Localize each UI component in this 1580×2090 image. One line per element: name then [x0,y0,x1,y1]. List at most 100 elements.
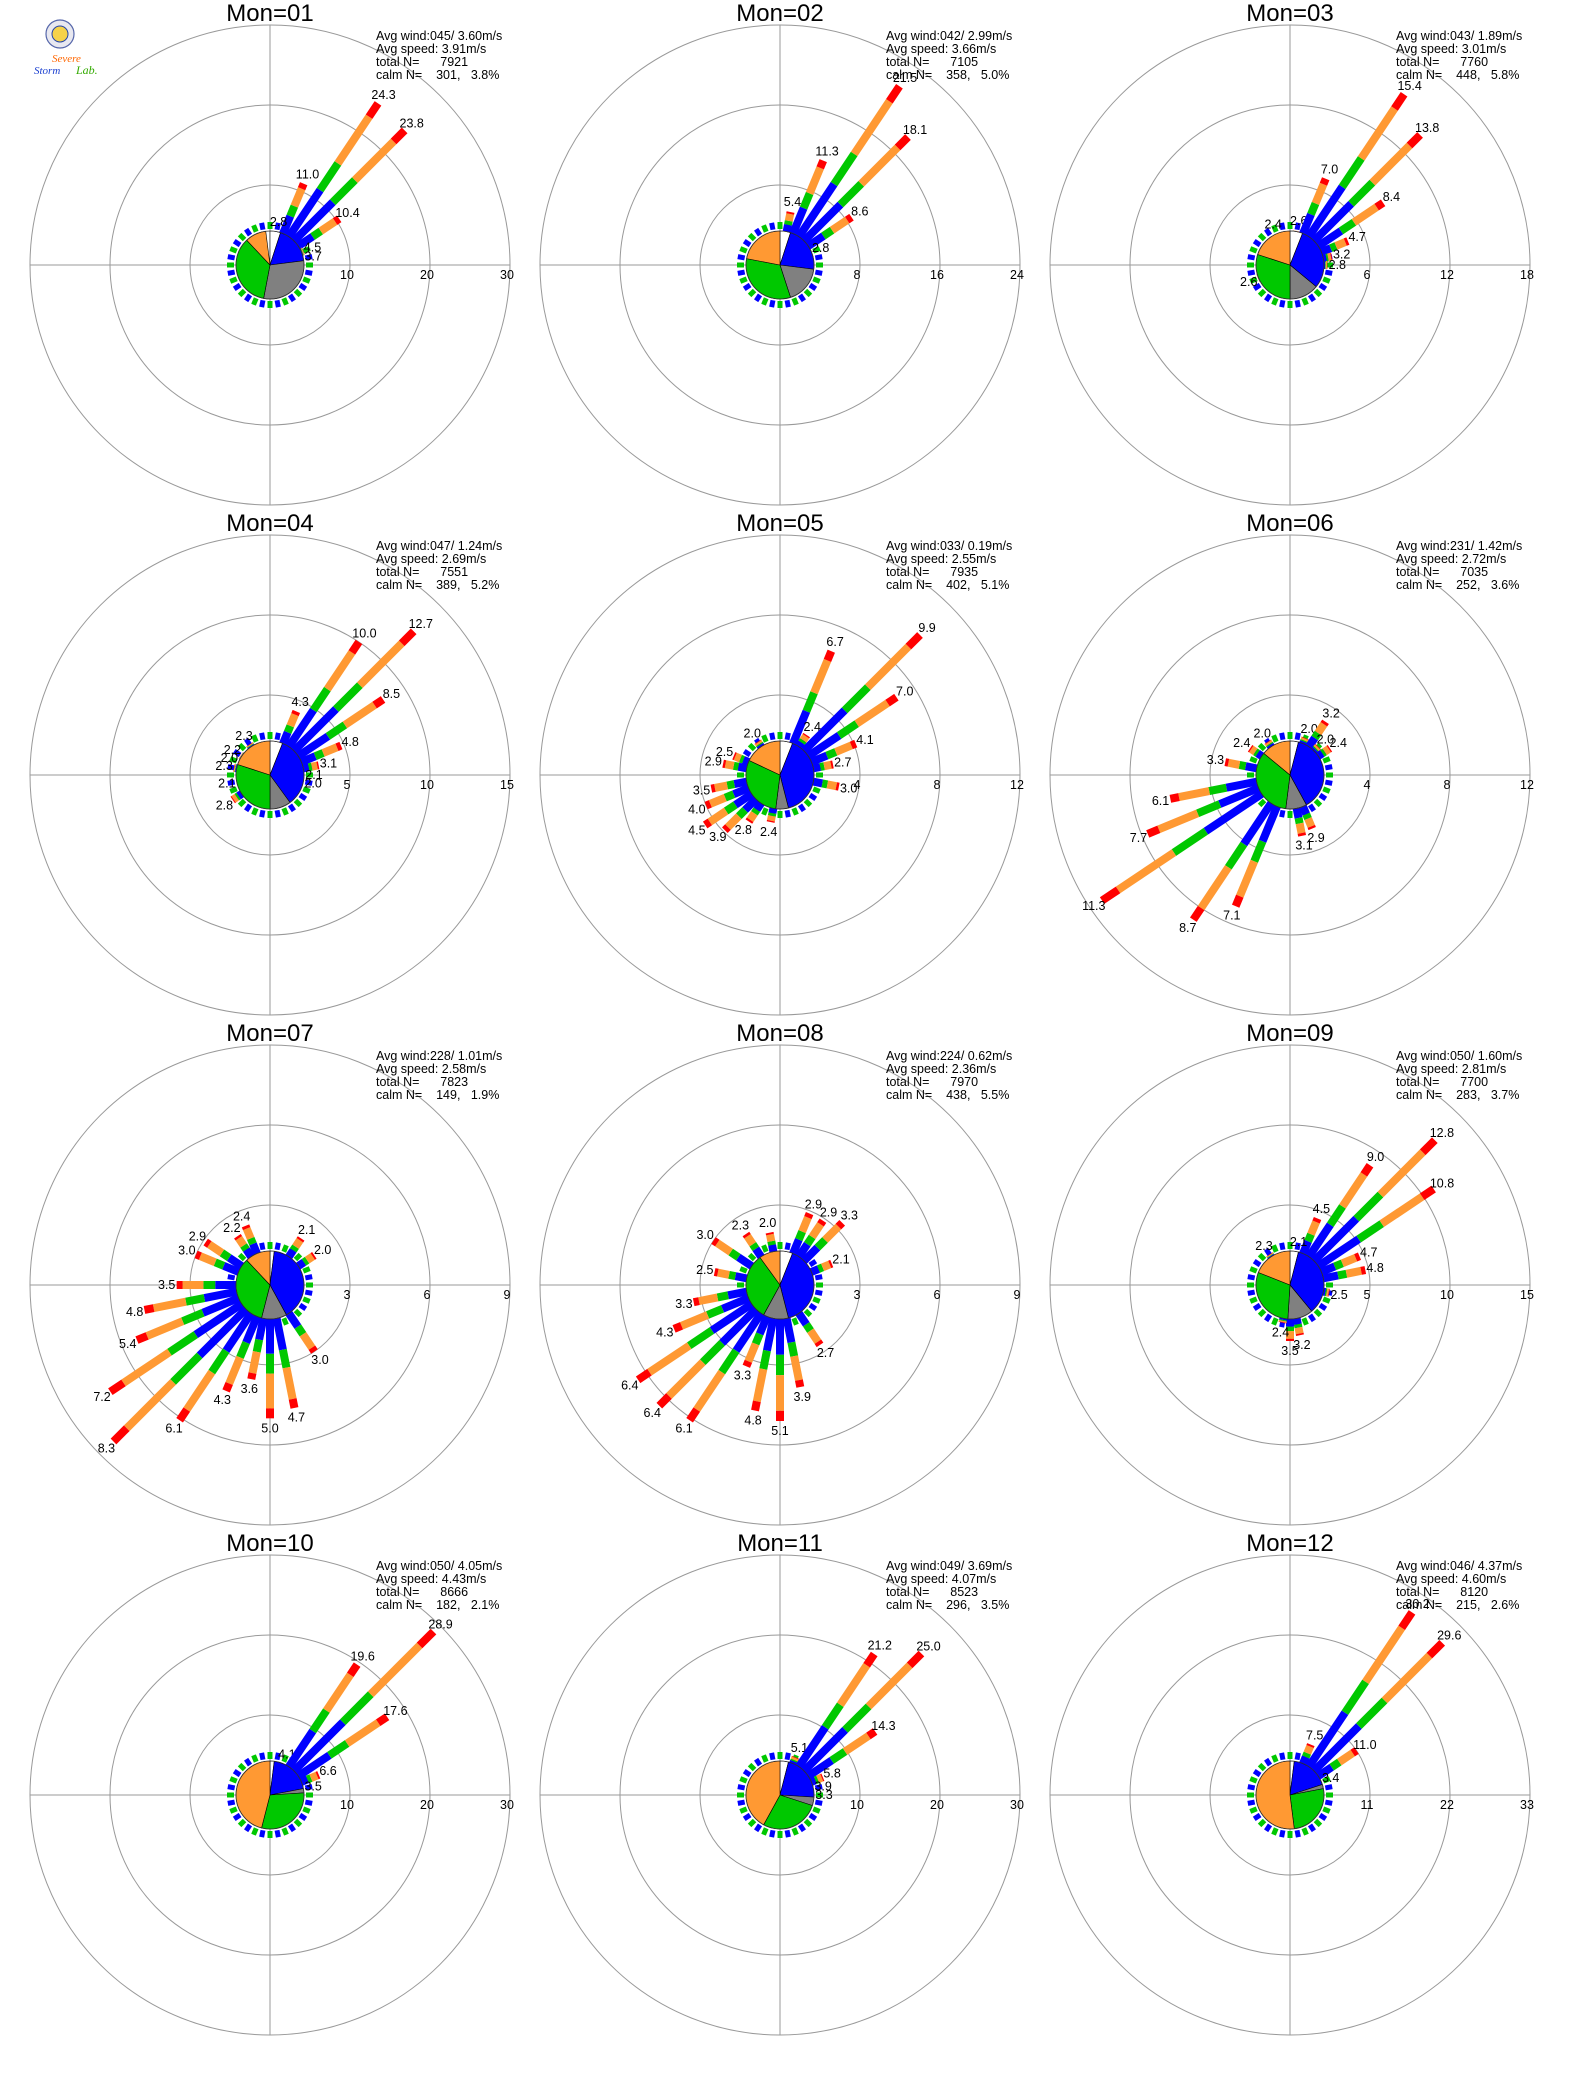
petal-label: 2.1 [298,1223,315,1237]
petal-segment [203,1287,238,1302]
ring-label: 15 [1520,1288,1534,1302]
petal-segment [297,182,308,191]
petal-segment [784,220,793,226]
panel-title: Mon=10 [226,1530,314,1557]
petal-label: 2.3 [732,1219,749,1233]
petal-label: 9.0 [1367,1150,1384,1164]
petal-segment [1305,1222,1334,1259]
petal-label: 21.2 [868,1639,892,1653]
petal-segment [375,1713,390,1727]
minor-petal [1324,1784,1333,1791]
petal-segment [801,1244,821,1264]
petal-segment [699,1340,725,1366]
minor-petal [1324,1799,1333,1806]
minor-petal [737,254,746,261]
petal-segment [725,813,742,830]
petal-segment [236,1340,250,1359]
minor-petal [803,288,813,298]
petal-label: 11.3 [1082,899,1105,913]
petal-segment [823,649,835,662]
petal-segment [752,1246,765,1259]
minor-petal [1257,1252,1267,1262]
petal-segment [203,1238,212,1248]
minor-petal [293,288,303,298]
petal-segment [714,781,729,792]
minor-petal [1313,1818,1323,1828]
petal-segment [894,134,911,151]
minor-petal [232,749,242,758]
petal-segment [296,1236,305,1243]
petal-label: 2.4 [760,825,777,839]
minor-petal [814,269,823,276]
petal-segment [718,1348,740,1375]
petal-segment [291,1719,346,1774]
petal-segment [1326,1204,1346,1227]
petal-segment [816,1263,825,1273]
petal-segment [679,1311,710,1330]
stat-avg-wind: Avg wind:050/ 1.60m/s [1396,1049,1523,1063]
pie-outline [235,740,305,810]
petal-segment [242,1314,261,1345]
petal-segment [1313,744,1321,752]
ring-label: 6 [1364,268,1371,282]
petal-segment [1311,1723,1362,1774]
petal-segment [863,1651,878,1668]
petal-segment [835,1219,846,1230]
stat-total-n: total N= 7551 [376,565,469,579]
petal-segment [1157,809,1200,834]
petal-label: 17.6 [383,1704,407,1718]
petal-segment [647,1342,692,1376]
petal-segment [886,84,903,104]
windrose-panel: 10 20 30 11.0 24.3 23.8 10.4 4.5 3.7 2.8 Mon=01 Avg… [10,0,530,522]
petal-segment [656,1393,672,1409]
petal-segment [1240,801,1275,847]
pie-outline [235,1250,305,1320]
stat-total-n: total N= 8120 [1396,1585,1489,1599]
petal-segment [292,1238,304,1249]
minor-petal [244,1757,253,1767]
windrose-panel: 4 8 12 6.7 2.4 9.9 7.0 4.1 2.7 3.0 2.0 2.5 2.9 3.5 4.0… [520,510,1040,1032]
petal-segment [789,206,808,236]
petal-segment [294,1324,307,1337]
petal-label: 2.0 [314,1243,331,1257]
petal-segment [301,1256,310,1266]
petal-segment [719,1306,759,1346]
petal-segment [1426,1639,1446,1659]
petal-segment [1299,1755,1310,1766]
minor-petal [1318,1302,1328,1311]
petal-label: 2.7 [817,1346,834,1360]
minor-petal [742,749,752,758]
petal-segment [795,1725,829,1769]
petal-segment [246,742,254,748]
petal-label: 6.4 [644,1406,661,1420]
minor-petal [237,1762,247,1772]
petal-segment [1360,1163,1374,1177]
stat-avg-wind: Avg wind:049/ 3.69m/s [886,1559,1013,1573]
stat-avg-speed: Avg speed: 2.55m/s [886,552,997,566]
petal-label: 6.1 [1152,794,1169,808]
ring-label: 10 [850,1798,864,1812]
petal-segment [736,807,748,819]
petal-segment [828,1259,834,1269]
minor-petal [803,1818,813,1828]
minor-petal [281,1317,289,1326]
petal-label: 3.5 [693,784,710,798]
minor-petal [304,779,313,786]
petal-segment [1341,1679,1369,1715]
petal-segment [733,777,748,789]
petal-segment [170,1352,203,1385]
petal-segment [342,701,377,729]
petal-label: 2.1 [832,1253,849,1267]
petal-segment [1338,218,1357,235]
petal-segment [686,1407,701,1423]
stat-total-n: total N= 7760 [1396,55,1489,69]
petal-label: 6.7 [826,635,843,649]
petal-segment [123,1379,176,1432]
petal-segment [1322,745,1331,756]
petal-segment [1419,1185,1436,1201]
windrose-panel: 11 22 33 7.5 30.2 29.6 11.0 3.4 Mon=12 Avg wind:0… [1030,1530,1550,2052]
windrose-panel: 5 10 15 4.3 10.0 12.7 8.5 4.8 3.1 2.1 2.0 2.3 2.2 2.0… [10,510,530,1032]
panel-stats: Avg wind:050/ 4.05m/s Avg speed: 4.43m/s t… [376,1560,502,1612]
petal-segment [367,1642,423,1698]
minor-petal [1249,246,1258,254]
